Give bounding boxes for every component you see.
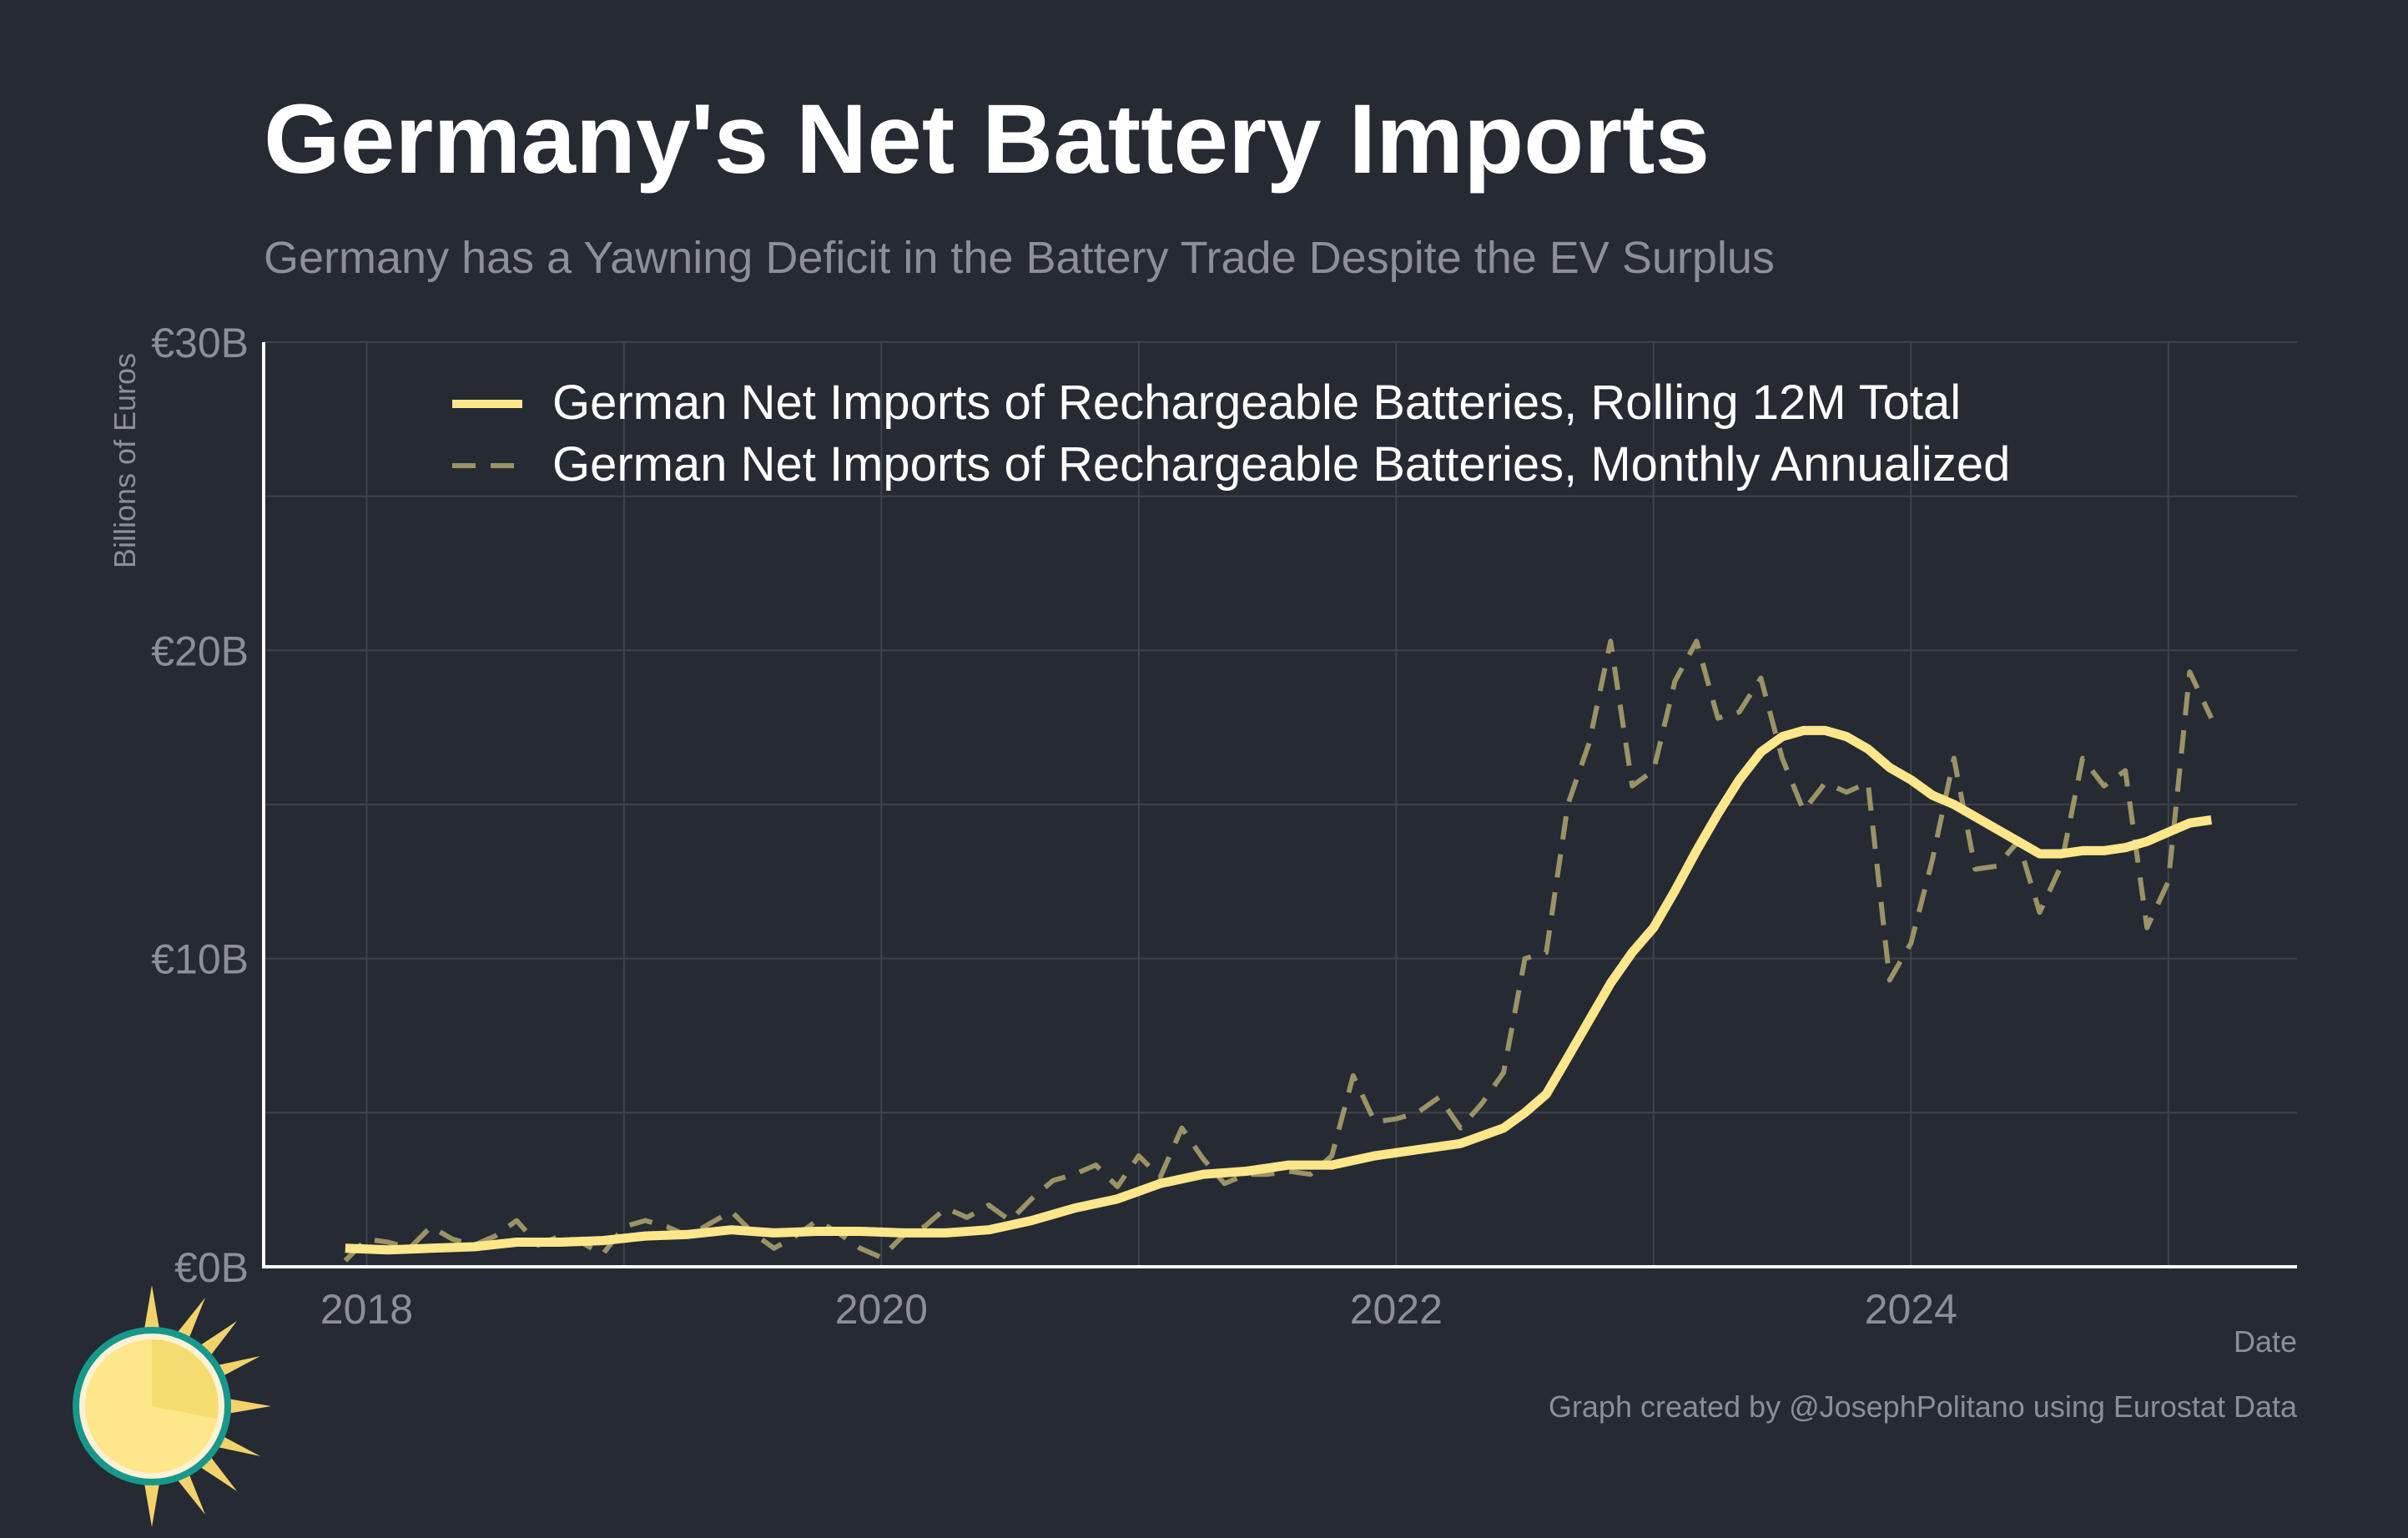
series-line-rolling-12m [345, 725, 2213, 1255]
x-axis-title: Date [2234, 1324, 2297, 1359]
tick-labels: €0B €10B €20B €30B 2018 2020 2022 2024 [151, 320, 1957, 1333]
axes [262, 342, 2297, 1268]
x-tick-label: 2020 [835, 1286, 928, 1333]
x-tick-label: 2022 [1350, 1286, 1443, 1333]
x-tick-label: 2024 [1865, 1286, 1957, 1333]
y-tick-label: €10B [151, 936, 249, 983]
series-line-monthly-annualized [343, 638, 2214, 1263]
source-caption: Graph created by @JosephPolitano using E… [1548, 1389, 2297, 1424]
y-tick-label: €30B [151, 320, 249, 366]
y-tick-label: €20B [151, 628, 249, 674]
x-tick-label: 2018 [320, 1286, 413, 1333]
legend: German Net Imports of Rechargeable Batte… [452, 376, 2010, 492]
sun-logo-icon [73, 1285, 271, 1527]
y-axis-title: Billions of Euros [108, 353, 142, 568]
chart-title: Germany's Net Battery Imports [264, 84, 1710, 194]
series-lines [343, 638, 2214, 1263]
chart-subtitle: Germany has a Yawning Deficit in the Bat… [264, 233, 1775, 283]
legend-label-monthly: German Net Imports of Rechargeable Batte… [552, 437, 2010, 492]
legend-label-rolling: German Net Imports of Rechargeable Batte… [552, 376, 1961, 430]
y-tick-label: €0B [174, 1244, 249, 1291]
